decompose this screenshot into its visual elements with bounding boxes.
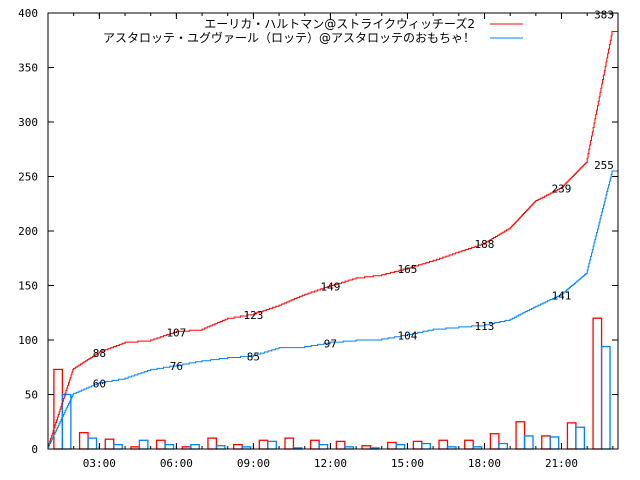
bar-1-h20 [549, 436, 560, 450]
cumulative-label-1: 104 [398, 330, 418, 343]
bar-0-h12 [335, 440, 346, 450]
xtick-label: 21:00 [545, 457, 578, 470]
bar-1-h6 [190, 443, 200, 450]
total-label-0: 383 [594, 9, 614, 22]
ytick-label: 200 [18, 225, 38, 238]
bar-1-h15 [421, 442, 431, 450]
ytick-label: 150 [18, 280, 38, 293]
xtick-label: 03:00 [83, 457, 116, 470]
legend-label-1: アスタロッテ・ユグヴァール（ロッテ）@アスタロッテのおもちゃ！ [103, 30, 475, 45]
bar-0-h22 [592, 317, 603, 450]
bar-0-h10 [284, 437, 295, 450]
bar-0-h5 [155, 439, 166, 450]
ytick-label: 100 [18, 334, 38, 347]
bar-0-h16 [438, 439, 449, 450]
ytick-label: 300 [18, 116, 38, 129]
plot-frame [47, 12, 619, 450]
cumulative-label-0: 107 [166, 326, 186, 339]
bar-0-h11 [310, 439, 320, 450]
xtick-label: 06:00 [160, 457, 193, 470]
bar-1-h4 [138, 439, 149, 450]
bar-0-h2 [78, 431, 89, 450]
bar-0-h17 [464, 439, 474, 450]
cumulative-label-0: 88 [93, 347, 106, 360]
xtick-label: 18:00 [468, 457, 501, 470]
xtick-label: 09:00 [237, 457, 270, 470]
cumulative-label-0: 188 [475, 238, 495, 251]
cumulative-line-0 [47, 31, 618, 449]
bar-0-h19 [515, 421, 526, 450]
bar-1-h5 [164, 443, 175, 450]
bar-0-h15 [412, 440, 423, 450]
cumulative-label-1: 85 [247, 350, 260, 363]
legend-label-0: エーリカ・ハルトマン@ストライクウィッチーズ2 [204, 16, 475, 31]
bar-0-h9 [258, 439, 269, 450]
xtick-label: 15:00 [391, 457, 424, 470]
axes: 0 50 100 150 200 250 300 350 400 03:00 06:00 09:00 1… [18, 7, 619, 470]
cumulative-label-1: 97 [324, 337, 337, 350]
cumulative-label-1: 60 [93, 378, 106, 391]
ytick-label: 400 [18, 7, 38, 20]
bar-1-h11 [318, 443, 329, 450]
cumulative-label-0: 149 [320, 281, 340, 294]
ytick-label: 250 [18, 171, 38, 184]
bar-0-h14 [387, 441, 397, 450]
cumulative-label-1: 141 [552, 289, 572, 302]
bar-1-h3 [113, 443, 123, 450]
bar-0-h18 [489, 433, 500, 450]
bar-0-h3 [104, 438, 115, 450]
bar-1-h18 [498, 442, 508, 450]
total-label-1: 255 [594, 159, 614, 172]
ytick-label: 0 [31, 443, 38, 456]
ytick-label: 350 [18, 62, 38, 75]
bar-1-h19 [523, 435, 534, 450]
bar-0-h7 [207, 437, 218, 450]
bar-1-h14 [395, 443, 406, 450]
ytick-label: 50 [25, 389, 38, 402]
data-labels: 88 107 123 149 165 188 239 383 60 76 85 97 104 113 141… [93, 9, 614, 391]
bar-0-h20 [541, 435, 551, 450]
bar-1-h22 [600, 345, 611, 450]
cumulative-label-0: 123 [243, 309, 263, 322]
bar-0-h8 [232, 443, 243, 450]
cumulative-label-1: 76 [170, 360, 183, 373]
xtick-label: 12:00 [314, 457, 347, 470]
cumulative-label-0: 165 [398, 263, 418, 276]
cumulative-label-1: 113 [475, 320, 495, 333]
bar-0-h21 [566, 422, 577, 450]
legend: エーリカ・ハルトマン@ストライクウィッチーズ2 アスタロッテ・ユグヴァール（ロッ… [103, 16, 523, 45]
cumulative-label-0: 239 [552, 182, 572, 195]
bar-1-h21 [575, 426, 586, 450]
cumulative-lines [47, 31, 618, 449]
bar-1-h9 [267, 440, 277, 450]
cumulative-line-1 [47, 170, 618, 449]
bar-1-h2 [87, 437, 98, 450]
